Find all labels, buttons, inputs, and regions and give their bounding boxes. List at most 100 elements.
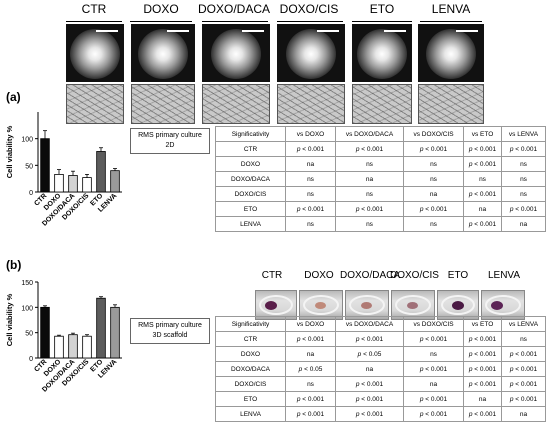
table-cell: p < 0.001 <box>403 361 464 377</box>
table-header-cell: Significativity <box>215 316 286 332</box>
table-cell: p < 0.001 <box>463 376 502 392</box>
column-underline <box>352 21 412 22</box>
column-title-doxo-cis: DOXO/CIS <box>279 2 339 16</box>
dish-photo-ctr <box>255 290 297 320</box>
table-cell: p < 0.001 <box>285 201 336 217</box>
fluorescence-image-ctr <box>66 24 124 82</box>
fluorescence-image-doxo <box>131 24 195 82</box>
table-cell: p < 0.001 <box>463 361 502 377</box>
table-cell: ns <box>285 171 336 187</box>
table-cell: na <box>335 361 404 377</box>
scaffold-stain <box>491 301 503 310</box>
column-underline <box>130 21 192 22</box>
table-cell: ns <box>403 346 464 362</box>
table-cell: p < 0.001 <box>285 331 336 347</box>
scaffold-stain <box>315 302 326 309</box>
table-row: DOXO/CIS ns ns na p < 0.001 ns <box>215 186 546 202</box>
bar <box>96 297 106 359</box>
table-cell: p < 0.001 <box>501 201 546 217</box>
table-cell: na <box>463 201 502 217</box>
phase-image-doxo <box>131 84 195 124</box>
culture-label-2d-line1: RMS primary culture <box>138 132 202 139</box>
table-cell: p < 0.001 <box>403 141 464 157</box>
row-label-cell: ETO <box>215 201 286 217</box>
dish-photo-doxo <box>299 290 343 320</box>
phase-image-lenva <box>418 84 484 124</box>
table-cell: na <box>501 216 546 232</box>
bar <box>68 334 78 359</box>
table-header-cell: vs LENVA <box>501 316 546 332</box>
culture-label-3d-line2: 3D scaffold <box>152 332 188 339</box>
table-cell: na <box>285 346 336 362</box>
panel-label-a: (a) <box>6 90 21 104</box>
dish-label-ctr: CTR <box>261 270 283 281</box>
panel-label-b: (b) <box>6 258 22 272</box>
table-header-row: Significativity vs DOXO vs DOXO/DACA vs DOX… <box>215 316 546 332</box>
row-label-cell: ETO <box>215 391 286 407</box>
table-header-cell: vs LENVA <box>501 126 546 142</box>
table-cell: p < 0.001 <box>463 406 502 422</box>
table-cell: p < 0.001 <box>285 391 336 407</box>
row-label-cell: LENVA <box>215 216 286 232</box>
y-tick-label: 100 <box>21 305 33 312</box>
scaffold-stain <box>361 302 372 309</box>
dish-photo-doxo-cis <box>391 290 435 320</box>
table-header-cell: vs ETO <box>463 316 502 332</box>
table-cell: p < 0.001 <box>285 406 336 422</box>
table-cell: ns <box>403 156 464 172</box>
column-title-doxo-daca: DOXO/DACA <box>198 2 271 16</box>
table-cell: p < 0.001 <box>463 331 502 347</box>
significance-table-2d: Significativity vs DOXO vs DOXO/DACA vs DOX… <box>215 126 546 232</box>
table-cell: p < 0.001 <box>335 391 404 407</box>
table-header-cell: vs ETO <box>463 126 502 142</box>
table-row: DOXO/CIS ns p < 0.001 na p < 0.001 p < 0.001 <box>215 376 546 392</box>
table-cell: ns <box>335 186 404 202</box>
column-underline <box>420 21 482 22</box>
table-cell: na <box>403 186 464 202</box>
table-cell: ns <box>335 156 404 172</box>
table-cell: p < 0.001 <box>335 406 404 422</box>
row-label-cell: LENVA <box>215 406 286 422</box>
table-cell: p < 0.001 <box>463 186 502 202</box>
table-cell: na <box>501 406 546 422</box>
table-cell: p < 0.001 <box>403 201 464 217</box>
fluorescence-image-doxo-cis <box>277 24 345 82</box>
dish-photo-doxo-daca <box>345 290 389 320</box>
phase-image-doxo-cis <box>277 84 345 124</box>
dish-label-doxo: DOXO <box>304 270 334 281</box>
phase-image-doxo-daca <box>202 84 270 124</box>
bar <box>40 306 50 359</box>
table-cell: p < 0.001 <box>463 216 502 232</box>
table-header-cell: vs DOXO/DACA <box>335 316 404 332</box>
table-cell: p < 0.001 <box>501 346 546 362</box>
table-row: ETO p < 0.001 p < 0.001 p < 0.001 na p < 0.00… <box>215 391 546 407</box>
table-cell: p < 0.001 <box>501 376 546 392</box>
row-label-cell: DOXO/DACA <box>215 361 286 377</box>
row-label-cell: DOXO <box>215 346 286 362</box>
row-label-cell: DOXO <box>215 156 286 172</box>
table-cell: p < 0.001 <box>335 331 404 347</box>
table-cell: ns <box>403 216 464 232</box>
scaffold-stain <box>407 302 418 309</box>
table-row: CTR p < 0.001 p < 0.001 p < 0.001 p < 0.001 n… <box>215 331 546 347</box>
table-cell: p < 0.001 <box>403 406 464 422</box>
table-cell: ns <box>285 376 336 392</box>
column-underline <box>277 21 343 22</box>
bar <box>82 177 92 193</box>
table-header-cell: vs DOXO/CIS <box>403 126 464 142</box>
table-cell: ns <box>501 186 546 202</box>
table-row: CTR p < 0.001 p < 0.001 p < 0.001 p < 0.001 p… <box>215 141 546 157</box>
column-title-doxo: DOXO <box>143 2 179 16</box>
row-label-cell: CTR <box>215 141 286 157</box>
scaffold-stain <box>265 301 277 310</box>
table-row: DOXO/DACA ns na ns ns ns <box>215 171 546 187</box>
column-underline <box>66 21 122 22</box>
table-cell: na <box>463 391 502 407</box>
dish-photo-lenva <box>481 290 525 320</box>
fluorescence-image-lenva <box>418 24 484 82</box>
y-tick-label: 100 <box>21 137 33 144</box>
bar <box>40 138 50 193</box>
bar <box>54 335 64 359</box>
